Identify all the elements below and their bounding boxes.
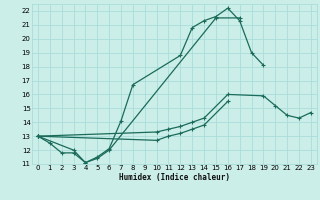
X-axis label: Humidex (Indice chaleur): Humidex (Indice chaleur) bbox=[119, 173, 230, 182]
